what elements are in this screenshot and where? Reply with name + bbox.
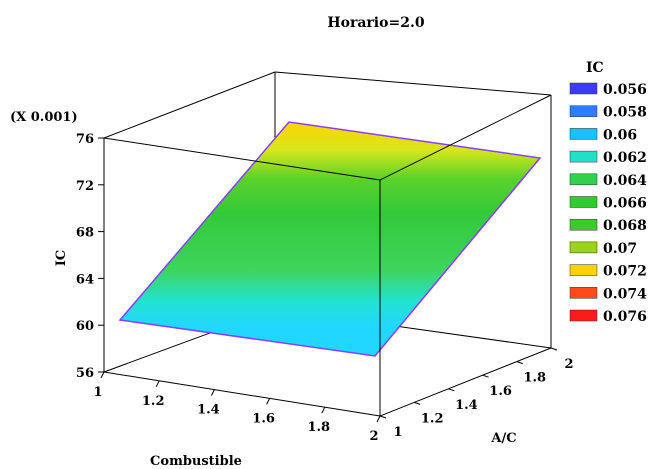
legend-swatch (569, 287, 598, 299)
legend-swatch (569, 218, 598, 231)
z-axis-title: IC (54, 250, 69, 266)
x-tick-label: 1.2 (142, 394, 165, 409)
y-tick-label: 1.8 (523, 371, 546, 386)
y-tick-mark (550, 347, 558, 351)
legend-label: 0.06 (603, 127, 637, 143)
z-tick-label: 68 (76, 226, 94, 241)
z-tick-label: 64 (76, 272, 94, 287)
legend-title: IC (586, 60, 604, 76)
y-axis-title: A/C (490, 431, 516, 446)
legend-label: 0.064 (603, 173, 647, 189)
y-tick-mark (448, 388, 455, 392)
x-tick-label: 1 (93, 385, 102, 400)
z-tick-label: 60 (76, 319, 94, 334)
legend-swatch (569, 241, 598, 254)
x-tick-mark (376, 415, 381, 423)
y-tick-label: 1.6 (489, 384, 512, 399)
y-tick-label: 2 (564, 357, 573, 372)
legend-swatch (569, 309, 598, 322)
x-tick-mark (100, 371, 105, 379)
y-tick-label: 1.2 (421, 411, 444, 426)
legend-swatch (569, 150, 598, 163)
y-tick-mark (516, 361, 523, 365)
y-tick-label: 1 (393, 425, 402, 440)
response-surface (118, 121, 542, 357)
y-axis-ticks: 1 1.2 1.4 1.6 1.8 2 (379, 347, 574, 440)
box-edge (379, 94, 552, 181)
legend-label: 0.074 (603, 286, 647, 302)
legend-swatch (569, 196, 598, 208)
box-edge (379, 347, 552, 417)
x-tick-label: 2 (369, 429, 378, 444)
y-tick-mark (379, 415, 387, 419)
legend-label: 0.056 (603, 82, 647, 98)
x-tick-mark (321, 406, 326, 414)
x-tick-label: 1.4 (197, 403, 220, 418)
x-axis-title: Combustible (150, 454, 242, 469)
legend-label: 0.066 (603, 196, 647, 212)
legend-swatch (569, 82, 598, 95)
chart-title: Horario=2.0 (327, 15, 424, 31)
legend-label: 0.07 (603, 241, 637, 257)
legend-swatch (569, 173, 598, 186)
box-edge (274, 71, 552, 96)
z-multiplier-label: (X 0.001) (10, 110, 78, 125)
box-edge (103, 71, 276, 139)
legend-label: 0.058 (603, 105, 647, 121)
x-tick-label: 1.8 (307, 420, 330, 435)
z-tick-label: 56 (76, 366, 94, 381)
legend-swatch (569, 264, 598, 276)
z-axis-ticks: 56 60 64 68 72 76 (76, 132, 104, 381)
legend-swatch (569, 128, 598, 140)
legend-swatch (569, 105, 598, 117)
x-axis-ticks: 1 1.2 1.4 1.6 1.8 2 (93, 371, 381, 444)
legend-label: 0.076 (603, 309, 647, 325)
box-front-edges (103, 94, 552, 417)
x-tick-mark (210, 389, 215, 396)
legend: IC 0.056 0.058 0.06 0.062 0.064 0.066 0.068 0.0… (569, 60, 647, 325)
y-tick-label: 1.4 (455, 398, 478, 413)
legend-label: 0.072 (603, 264, 647, 280)
x-tick-label: 1.6 (252, 411, 275, 426)
box-edge (103, 371, 381, 417)
legend-label: 0.062 (603, 150, 647, 166)
z-tick-label: 76 (76, 132, 94, 147)
z-tick-label: 72 (76, 179, 94, 194)
legend-label: 0.068 (603, 218, 647, 234)
x-tick-mark (266, 398, 271, 405)
y-tick-mark (482, 374, 489, 378)
box-edge (103, 137, 381, 181)
y-tick-mark (414, 401, 421, 405)
x-tick-mark (155, 380, 160, 388)
